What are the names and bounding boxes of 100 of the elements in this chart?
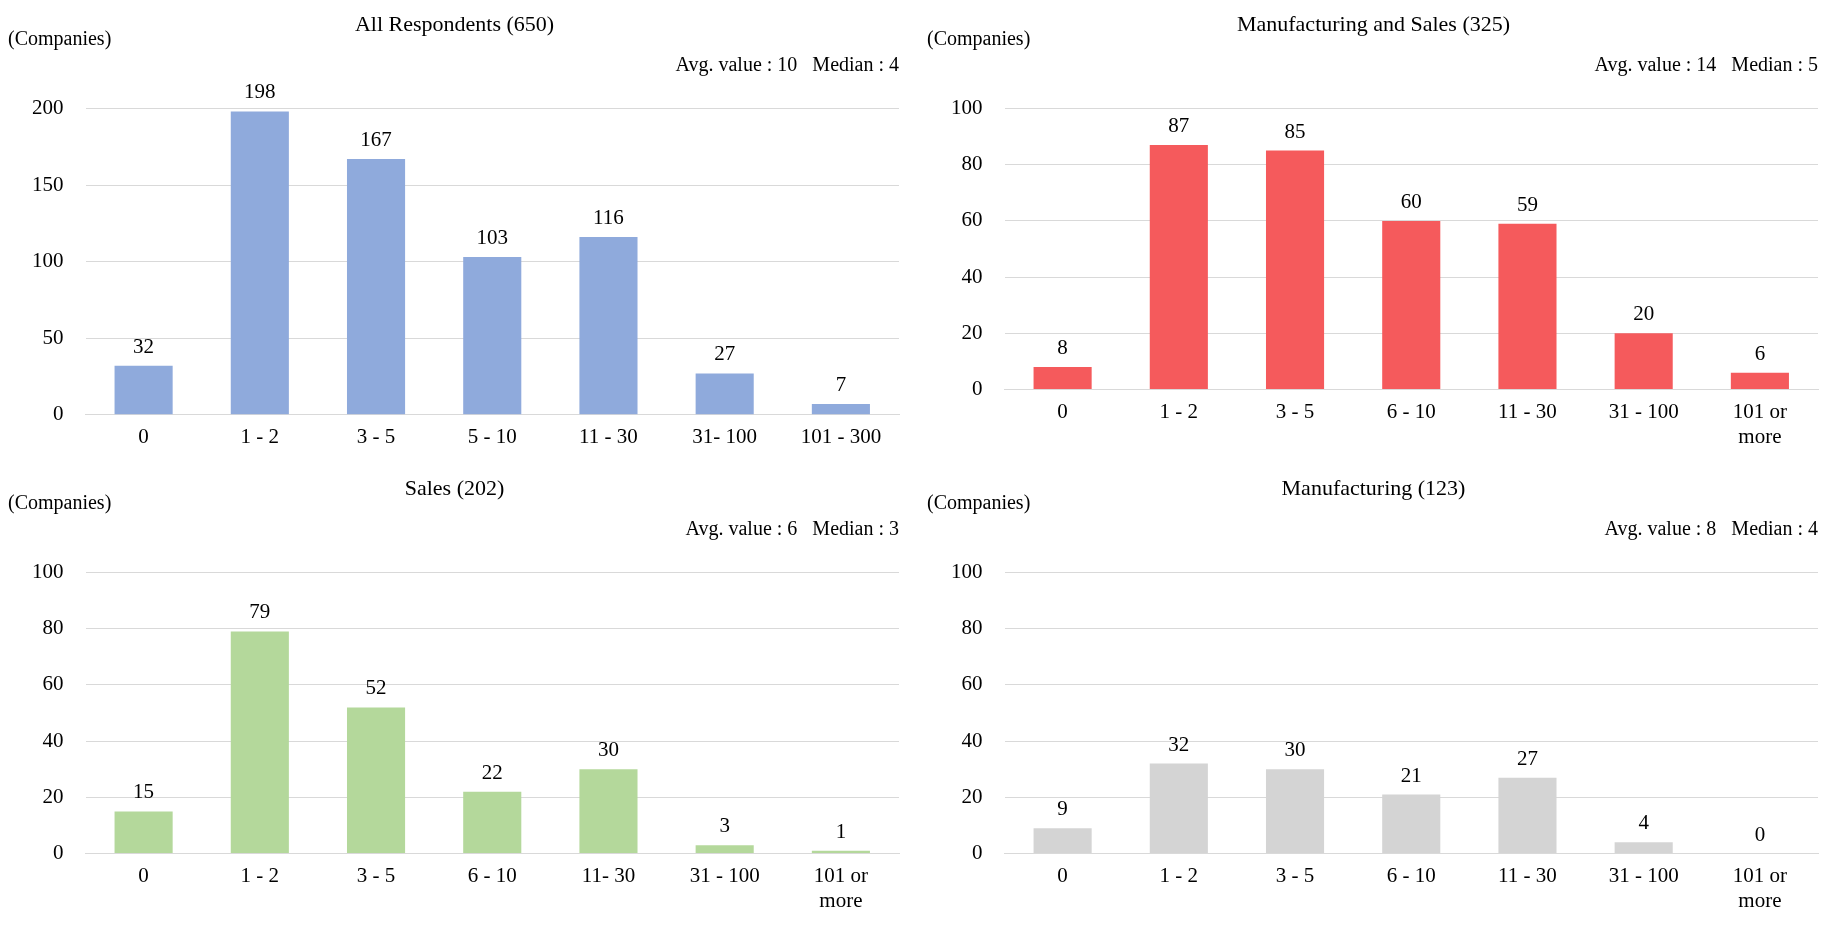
x-tick-label: 3 - 5 (356, 423, 396, 448)
y-axis-title: (Companies) (8, 27, 112, 51)
x-tick-label: 5 - 10 (467, 423, 517, 448)
x-tick-label: 3 - 5 (1275, 398, 1315, 423)
data-label: 167 (360, 126, 392, 151)
data-label: 52 (365, 675, 387, 700)
chart-title: Sales (202) (404, 474, 505, 500)
bar (1614, 333, 1673, 390)
data-label: 6 (1754, 340, 1766, 365)
bar (1382, 220, 1441, 390)
x-tick-label: 1 - 2 (1159, 862, 1199, 887)
data-label: 30 (1284, 737, 1306, 762)
x-tick-label: 6 - 10 (1386, 398, 1436, 423)
data-label: 198 (244, 79, 276, 104)
x-tick-label: 101 or more (813, 862, 869, 912)
bar (114, 365, 173, 415)
bar (346, 707, 406, 854)
y-tick-label: 50 (42, 324, 64, 349)
bar (463, 257, 522, 415)
y-tick-label: 60 (42, 671, 64, 696)
y-tick-label: 20 (961, 319, 983, 344)
text: Avg. value : 10 Median : 4 (675, 53, 899, 77)
x-tick-label: 101 or more (1732, 398, 1788, 448)
chart-title: Manufacturing and Sales (325) (1236, 10, 1511, 36)
x-tick-label: 31 - 100 (1608, 862, 1679, 887)
x-tick-label: 0 (138, 862, 149, 887)
data-label: 79 (249, 599, 271, 624)
x-tick-label: 11 - 30 (1498, 398, 1557, 423)
bar (811, 404, 870, 415)
y-tick-label: 100 (32, 558, 64, 583)
data-label: 30 (597, 737, 619, 762)
x-tick-label: 0 (138, 423, 149, 448)
bar (1149, 144, 1208, 390)
bar (1265, 150, 1325, 390)
data-label: 87 (1168, 112, 1190, 137)
x-tick-label: 11 - 30 (579, 423, 638, 448)
y-tick-label: 20 (42, 783, 64, 808)
y-tick-label: 100 (951, 558, 983, 583)
x-tick-label: 1 - 2 (1159, 398, 1199, 423)
data-label: 32 (1168, 731, 1190, 756)
x-tick-label: 0 (1057, 862, 1068, 887)
y-tick-label: 20 (961, 783, 983, 808)
x-tick-label: 101 - 300 (800, 423, 882, 448)
bar (230, 111, 289, 415)
y-tick-label: 0 (972, 840, 983, 865)
data-label: 116 (593, 205, 624, 230)
data-label: 20 (1633, 301, 1655, 326)
chart-title: Manufacturing (123) (1281, 474, 1466, 500)
chart-title: All Respondents (650) (354, 10, 555, 36)
bar (230, 631, 289, 854)
data-label: 103 (476, 225, 508, 250)
data-label: 27 (714, 341, 736, 366)
data-label: 85 (1284, 118, 1306, 143)
data-label: 1 (835, 818, 847, 843)
data-label: 21 (1400, 762, 1422, 787)
y-tick-label: 150 (32, 171, 64, 196)
bar (114, 811, 173, 854)
y-tick-label: 60 (961, 207, 983, 232)
bar (346, 158, 406, 415)
x-tick-label: 11 - 30 (1498, 862, 1557, 887)
y-tick-label: 100 (951, 94, 983, 119)
data-label: 15 (133, 779, 155, 804)
bar (695, 845, 754, 854)
y-tick-label: 100 (32, 248, 64, 273)
y-axis-title: (Companies) (927, 491, 1031, 515)
x-tick-label: 3 - 5 (1275, 862, 1315, 887)
y-tick-label: 60 (961, 671, 983, 696)
text: Avg. value : 14 Median : 5 (1594, 53, 1818, 77)
data-label: 0 (1754, 821, 1766, 846)
x-tick-label: 101 or more (1732, 862, 1788, 912)
data-label: 59 (1516, 191, 1538, 216)
bar (695, 373, 754, 415)
data-label: 7 (835, 372, 847, 397)
data-label: 9 (1057, 796, 1068, 821)
text: Avg. value : 8 Median : 4 (1604, 517, 1818, 541)
x-tick-label: 3 - 5 (356, 862, 396, 887)
y-tick-label: 80 (42, 615, 64, 640)
data-label: 60 (1400, 188, 1422, 213)
y-tick-label: 0 (972, 376, 983, 401)
x-tick-label: 31 - 100 (689, 862, 760, 887)
text: Avg. value : 6 Median : 3 (685, 517, 899, 541)
bar (579, 237, 638, 415)
y-tick-label: 80 (961, 151, 983, 176)
bar (1498, 223, 1557, 390)
y-tick-label: 40 (42, 727, 64, 752)
x-tick-label: 31 - 100 (1608, 398, 1679, 423)
data-label: 32 (133, 333, 155, 358)
data-label: 22 (481, 759, 503, 784)
bar (1730, 372, 1789, 390)
data-label: 3 (719, 813, 730, 838)
data-label: 27 (1516, 745, 1538, 770)
y-tick-label: 200 (32, 94, 64, 119)
bar (1033, 367, 1092, 390)
x-tick-label: 6 - 10 (1386, 862, 1436, 887)
y-axis-title: (Companies) (8, 491, 112, 515)
x-tick-label: 0 (1057, 398, 1068, 423)
y-tick-label: 80 (961, 615, 983, 640)
y-tick-label: 40 (961, 263, 983, 288)
bar (463, 791, 522, 854)
data-label: 4 (1638, 810, 1650, 835)
